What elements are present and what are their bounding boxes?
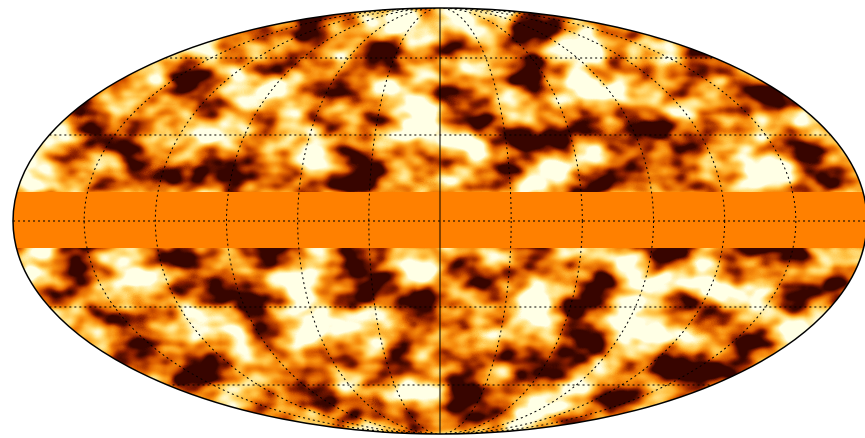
map-area: [0, 0, 865, 438]
galactic-mask: [0, 192, 865, 248]
sky-map: [0, 0, 865, 438]
page: (() => { const data = JSON.parse(documen…: [0, 0, 865, 438]
